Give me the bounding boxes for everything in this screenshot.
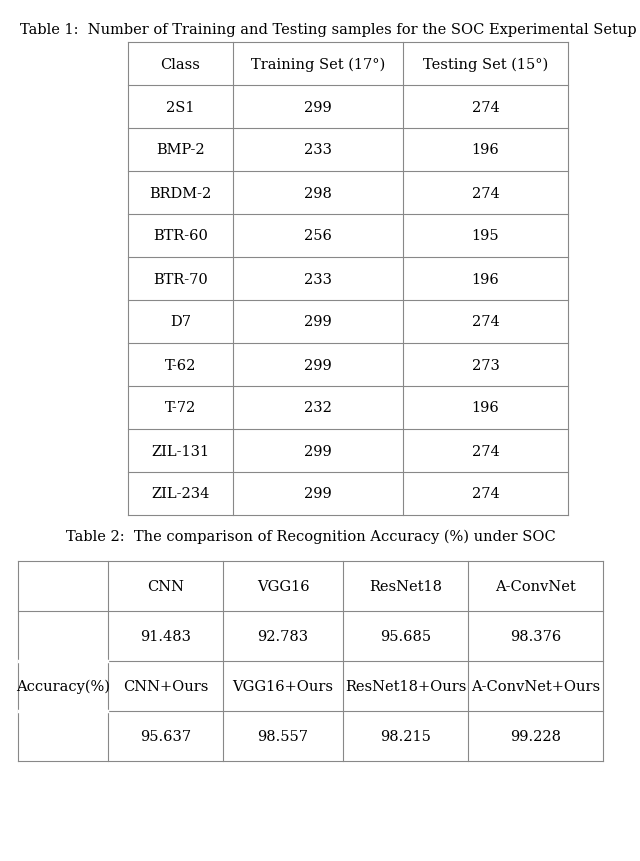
Text: A-ConvNet: A-ConvNet: [495, 579, 576, 593]
Text: T-72: T-72: [165, 401, 196, 415]
Text: Table 1:  Number of Training and Testing samples for the SOC Experimental Setup: Table 1: Number of Training and Testing …: [20, 23, 636, 37]
Text: 196: 196: [472, 143, 499, 158]
Text: ResNet18+Ours: ResNet18+Ours: [345, 679, 466, 693]
Text: D7: D7: [170, 315, 191, 329]
Text: 233: 233: [304, 143, 332, 158]
Text: 299: 299: [304, 444, 332, 458]
Text: BMP-2: BMP-2: [156, 143, 205, 158]
Text: 95.637: 95.637: [140, 729, 191, 743]
Text: 92.783: 92.783: [257, 629, 308, 643]
Text: 196: 196: [472, 272, 499, 286]
Text: 95.685: 95.685: [380, 629, 431, 643]
Text: ResNet18: ResNet18: [369, 579, 442, 593]
Text: 195: 195: [472, 229, 499, 243]
Text: ZIL-234: ZIL-234: [151, 487, 210, 501]
Text: 91.483: 91.483: [140, 629, 191, 643]
Text: CNN+Ours: CNN+Ours: [123, 679, 208, 693]
Text: BTR-60: BTR-60: [153, 229, 208, 243]
Text: 299: 299: [304, 315, 332, 329]
Text: 256: 256: [304, 229, 332, 243]
Text: 299: 299: [304, 358, 332, 372]
Text: 98.215: 98.215: [380, 729, 431, 743]
Text: VGG16: VGG16: [257, 579, 309, 593]
Text: BRDM-2: BRDM-2: [149, 186, 212, 201]
Text: 274: 274: [472, 315, 499, 329]
Text: 274: 274: [472, 444, 499, 458]
Text: 274: 274: [472, 487, 499, 501]
Text: 99.228: 99.228: [510, 729, 561, 743]
Text: 232: 232: [304, 401, 332, 415]
Text: BTR-70: BTR-70: [153, 272, 208, 286]
Text: Accuracy(%): Accuracy(%): [16, 679, 110, 693]
Text: 274: 274: [472, 186, 499, 201]
Text: T-62: T-62: [165, 358, 196, 372]
Text: 2S1: 2S1: [166, 101, 195, 115]
Text: Table 2:  The comparison of Recognition Accuracy (%) under SOC: Table 2: The comparison of Recognition A…: [66, 529, 556, 543]
Text: 298: 298: [304, 186, 332, 201]
Text: 98.557: 98.557: [257, 729, 308, 743]
Text: VGG16+Ours: VGG16+Ours: [232, 679, 333, 693]
Text: A-ConvNet+Ours: A-ConvNet+Ours: [471, 679, 600, 693]
Text: 299: 299: [304, 101, 332, 115]
Text: 98.376: 98.376: [510, 629, 561, 643]
Text: 299: 299: [304, 487, 332, 501]
Text: Training Set (17°): Training Set (17°): [251, 57, 385, 71]
Text: Class: Class: [161, 58, 200, 71]
Text: 196: 196: [472, 401, 499, 415]
Text: CNN: CNN: [147, 579, 184, 593]
Text: 274: 274: [472, 101, 499, 115]
Text: Testing Set (15°): Testing Set (15°): [423, 57, 548, 71]
Text: 273: 273: [472, 358, 499, 372]
Text: 233: 233: [304, 272, 332, 286]
Text: ZIL-131: ZIL-131: [152, 444, 209, 458]
